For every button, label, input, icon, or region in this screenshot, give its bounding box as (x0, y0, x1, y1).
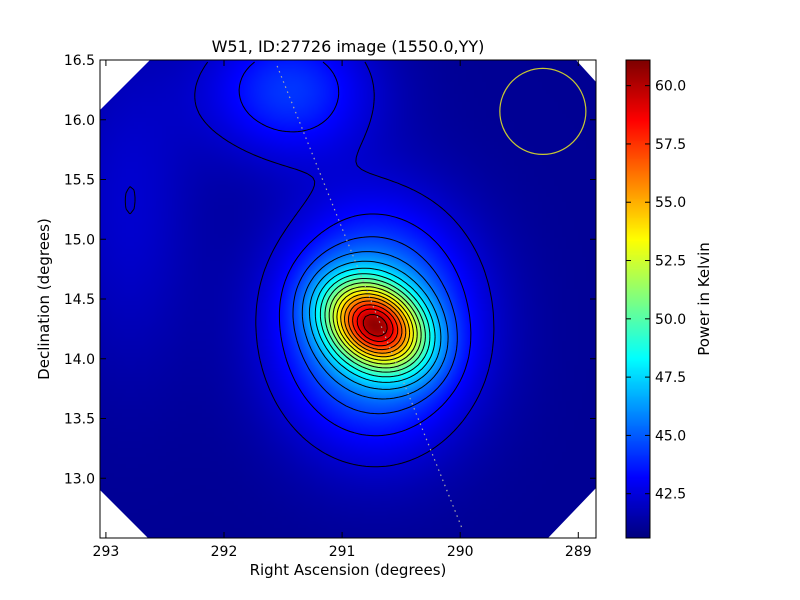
x-tick-label: 289 (565, 544, 592, 560)
contour-level-4 (301, 251, 449, 400)
colorbar-tick-label: 47.5 (655, 370, 686, 386)
contour-level-11 (336, 289, 414, 361)
x-tick-label: 290 (447, 544, 474, 560)
colorbar-tick-label: 60.0 (655, 79, 686, 95)
colorbar-label: Power in Kelvin (695, 242, 713, 356)
colorbar-ticks: 42.5 45.0 47.5 50.0 52.5 55.0 57.5 60.0 (626, 79, 686, 503)
colorbar-tick-label: 55.0 (655, 195, 686, 211)
y-tick-label: 14.0 (64, 352, 95, 368)
blank-corner-bottom-left (100, 490, 148, 538)
contour-level-14 (348, 300, 403, 351)
y-tick-label: 16.0 (64, 113, 95, 129)
colorbar-gradient (626, 60, 650, 538)
y-tick-label: 13.0 (64, 471, 95, 487)
colorbar-tick-label: 42.5 (655, 487, 686, 503)
colorbar-tick-label: 52.5 (655, 254, 686, 270)
heatmap-image (100, 60, 596, 538)
contour-level-9 (328, 282, 422, 369)
blank-corner-top-left (100, 60, 150, 110)
contour-level-8 (324, 278, 426, 373)
contour-level-5 (308, 260, 442, 390)
colorbar-tick-label: 50.0 (655, 312, 686, 328)
contour-level-16 (356, 308, 394, 342)
contour-level-10 (332, 286, 418, 365)
contour-level-1 (124, 61, 495, 468)
colorbar-frame (625, 59, 651, 539)
contour-level-7 (319, 273, 431, 378)
x-axis-ticks: 293 292 291 290 289 (93, 60, 592, 560)
x-tick-label: 292 (211, 544, 238, 560)
x-axis-label: Right Ascension (degrees) (250, 561, 447, 579)
contour-level-12 (340, 293, 411, 358)
y-tick-label: 15.5 (64, 173, 95, 189)
contour-level-17 (362, 314, 388, 337)
x-tick-label: 291 (329, 544, 356, 560)
x-tick-label: 293 (93, 544, 120, 560)
contour-level-15 (352, 304, 399, 347)
contour-level-3 (292, 236, 458, 415)
blank-corner-bottom-right (548, 488, 596, 538)
contour-level-2 (238, 61, 472, 437)
blank-corner-top-right (576, 60, 596, 82)
chart-title: W51, ID:27726 image (1550.0,YY) (212, 37, 485, 56)
colorbar-tick-label: 45.0 (655, 428, 686, 444)
y-tick-label: 15.0 (64, 232, 95, 248)
colorbar-tick-label: 57.5 (655, 137, 686, 153)
galactic-plane-line (276, 65, 464, 530)
contour-level-6 (314, 267, 436, 383)
y-tick-label: 16.5 (64, 53, 95, 69)
contour-level-13 (344, 296, 407, 354)
colorbar: 42.5 45.0 47.5 50.0 52.5 55.0 57.5 60.0 Power i… (625, 59, 713, 539)
y-axis-ticks: 13.0 13.5 14.0 14.5 15.0 15.5 16.0 16.5 (64, 53, 596, 487)
heatmap-plot (99, 59, 597, 539)
beam-circle (499, 67, 587, 156)
y-axis-label: Declination (degrees) (35, 218, 53, 380)
y-tick-label: 14.5 (64, 292, 95, 308)
contour-lines (124, 61, 495, 468)
y-tick-label: 13.5 (64, 412, 95, 428)
